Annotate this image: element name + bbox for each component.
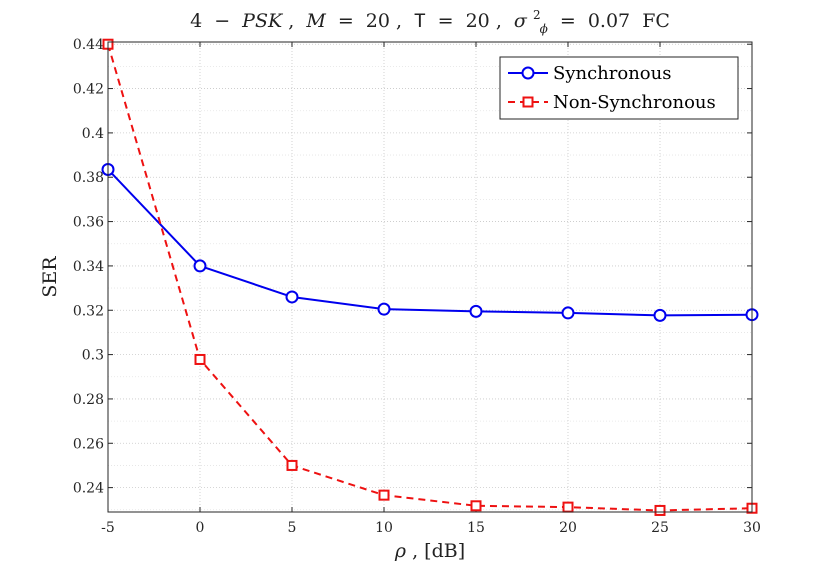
title-sigma-sub: ϕ — [540, 22, 548, 36]
y-tick-label-9: 0.42 — [73, 82, 104, 98]
y-tick-label-2: 0.28 — [73, 392, 104, 408]
point-non-synchronous-6 — [654, 504, 666, 516]
grid-layer — [107, 42, 753, 512]
series-line-synchronous — [107, 168, 753, 317]
y-tick-label-3: 0.3 — [82, 348, 104, 364]
y-ticks: 0.24 0.26 0.28 0.3 0.32 0.34 0.36 0.38 0.4 0.42 0.… — [73, 37, 752, 497]
x-axis-label-rho: ρ — [394, 540, 407, 562]
y-tick-label-7: 0.38 — [73, 170, 104, 186]
x-axis-label: ρ , [dB] — [394, 540, 465, 562]
y-tick-label-8: 0.4 — [82, 126, 104, 142]
y-tick-label-5: 0.34 — [73, 259, 104, 275]
title-sigma-sup: 2 — [533, 8, 541, 22]
legend-label-non-synchronous: Non-Synchronous — [553, 92, 716, 113]
point-non-synchronous-4 — [470, 500, 482, 512]
point-synchronous-6 — [653, 308, 667, 322]
point-non-synchronous-3 — [378, 489, 390, 501]
x-tick-label-5: 20 — [559, 520, 577, 536]
title-sep-2: , — [396, 10, 402, 32]
y-axis-label: SER — [39, 256, 61, 298]
point-synchronous-2 — [285, 290, 299, 304]
point-non-synchronous-1 — [194, 353, 206, 365]
x-ticks: -5 0 5 10 15 20 25 30 — [101, 42, 761, 536]
y-tick-label-6: 0.36 — [73, 215, 104, 231]
chart-title: 4 − PSK , M = 20 , T = 20 , σ 2 ϕ = 0.07… — [190, 2, 670, 38]
title-sep-1: , — [288, 10, 294, 32]
title-sigma: σ — [514, 10, 528, 32]
x-tick-label-7: 30 — [743, 520, 761, 536]
legend: Synchronous Non-Synchronous — [499, 56, 739, 120]
point-synchronous-4 — [469, 304, 483, 318]
y-tick-label-4: 0.32 — [73, 303, 104, 319]
series-line-non-synchronous — [107, 43, 753, 512]
title-eq-3: = — [560, 10, 576, 32]
legend-marker-synchronous — [521, 66, 535, 80]
x-tick-label-6: 25 — [651, 520, 669, 536]
point-synchronous-5 — [561, 306, 575, 320]
legend-label-synchronous: Synchronous — [553, 63, 671, 84]
legend-entries: Synchronous Non-Synchronous — [508, 63, 716, 113]
y-tick-label-1: 0.26 — [73, 436, 104, 452]
x-tick-label-0: -5 — [101, 520, 115, 536]
title-sep-3: , — [496, 10, 502, 32]
plot-area — [108, 42, 752, 512]
x-tick-label-4: 15 — [467, 520, 485, 536]
x-axis-label-unit: , [dB] — [412, 540, 465, 562]
point-synchronous-3 — [377, 302, 391, 316]
title-suffix: FC — [642, 10, 670, 32]
series-layer — [101, 38, 759, 516]
legend-marker-non-synchronous — [522, 96, 534, 108]
x-tick-label-2: 5 — [288, 520, 297, 536]
legend-box — [499, 56, 739, 120]
title-m-symbol: M — [305, 10, 326, 32]
title-t-symbol: T — [414, 10, 425, 32]
x-tick-label-3: 10 — [375, 520, 393, 536]
title-sigma-value: 0.07 — [588, 10, 630, 32]
y-tick-label-10: 0.44 — [73, 37, 104, 53]
y-tick-label-0: 0.24 — [73, 481, 104, 497]
point-non-synchronous-5 — [562, 501, 574, 513]
axes-box — [107, 41, 753, 513]
title-psk: PSK — [241, 10, 284, 32]
title-eq-1: = — [338, 10, 354, 32]
title-minus: − — [214, 10, 230, 32]
x-tick-label-1: 0 — [196, 520, 205, 536]
point-synchronous-1 — [193, 259, 207, 273]
title-t-value: 20 — [466, 10, 490, 32]
point-non-synchronous-2 — [286, 459, 298, 471]
title-eq-2: = — [438, 10, 454, 32]
title-m-value: 20 — [366, 10, 390, 32]
title-prefix: 4 — [190, 10, 202, 32]
